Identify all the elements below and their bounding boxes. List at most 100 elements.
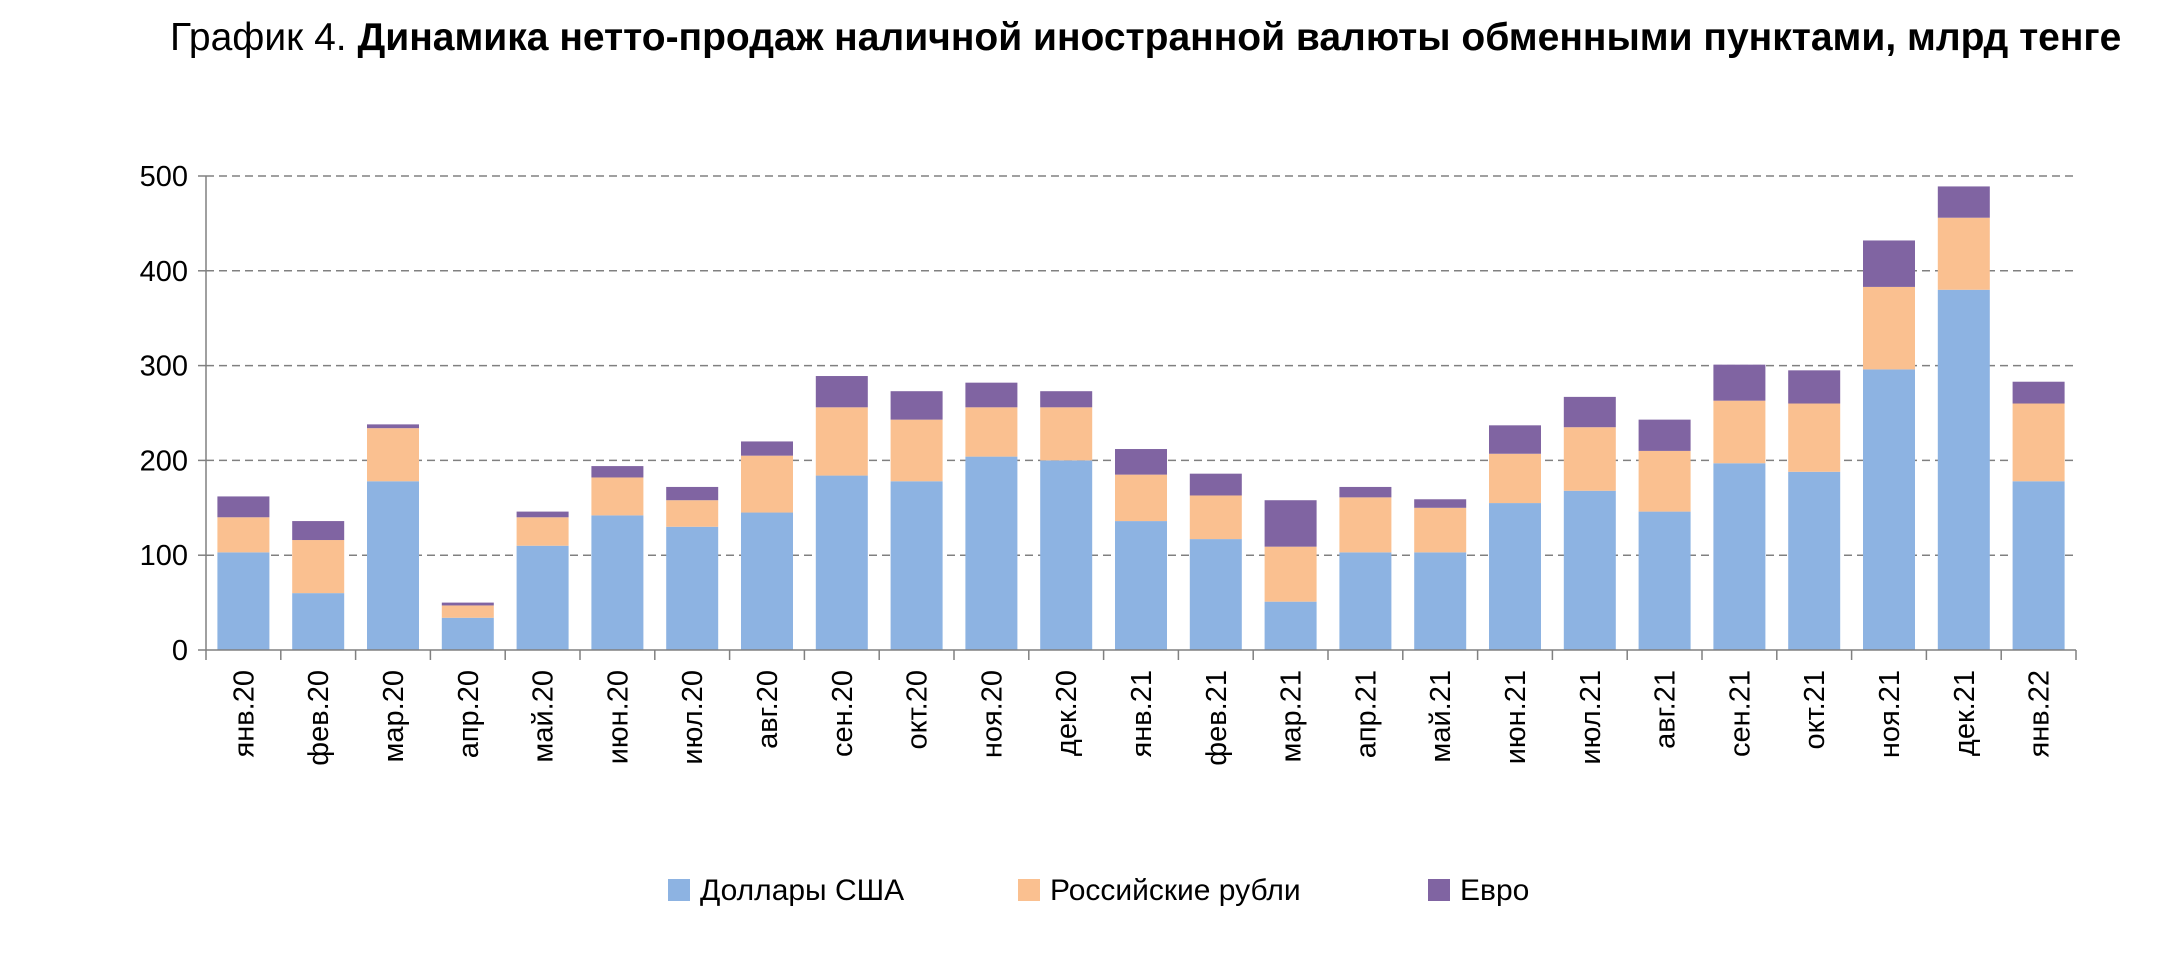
bar-segment xyxy=(441,605,494,618)
bar-segment xyxy=(1788,370,1841,404)
x-tick-label: дек.20 xyxy=(1051,670,1083,756)
bar-segment xyxy=(2012,381,2065,404)
bar-segment xyxy=(1863,240,1915,287)
legend-swatch xyxy=(668,879,690,901)
bar-segment xyxy=(1189,495,1242,540)
bar-segment xyxy=(1489,503,1541,650)
x-tick-label: июн.20 xyxy=(602,670,634,764)
bar-segment xyxy=(965,407,1018,457)
x-tick-label: окт.21 xyxy=(1799,670,1831,750)
bar-segment xyxy=(1040,407,1093,461)
x-tick-label: фев.21 xyxy=(1201,670,1233,766)
legend-label: Доллары США xyxy=(700,874,904,907)
bar-segment xyxy=(741,455,793,513)
x-tick-label: июл.20 xyxy=(677,670,709,765)
bar-segment xyxy=(217,517,270,553)
bar-segment xyxy=(1414,507,1467,553)
bar-segment xyxy=(1937,289,1990,650)
bar-segment xyxy=(217,496,270,518)
bar-segment xyxy=(890,391,943,420)
x-tick-label: авг.20 xyxy=(752,670,784,749)
bar-segment xyxy=(1937,217,1990,290)
bar-segment xyxy=(516,545,569,650)
x-tick-label: апр.20 xyxy=(453,670,485,758)
legend-swatch xyxy=(1018,879,1040,901)
bar-segment xyxy=(1863,286,1915,370)
bar-segment xyxy=(741,441,793,456)
x-tick-label: авг.21 xyxy=(1650,670,1682,749)
bar-segment xyxy=(1563,427,1616,491)
x-axis: янв.20 фев.20 мар.20 апр.20 май.20 июн.20 июл.… xyxy=(205,649,2077,766)
bar-segment xyxy=(890,481,943,650)
x-tick-label: май.21 xyxy=(1425,670,1457,763)
y-tick-label: 100 xyxy=(140,540,188,572)
bar-segment xyxy=(292,521,345,541)
bar-segment xyxy=(1489,425,1541,454)
bar-segment xyxy=(666,486,719,501)
bar-segment xyxy=(1115,521,1167,650)
y-tick-label: 0 xyxy=(172,635,188,667)
legend-swatch xyxy=(1428,879,1450,901)
stacked-bar-chart: 0 100 200 300 400 500 янв.20 фев.20 мар.20 апр.2… xyxy=(140,161,2077,907)
bar-segment xyxy=(965,456,1018,650)
bar-segment xyxy=(1713,463,1766,650)
bar-segment xyxy=(1638,419,1691,451)
bar-segment xyxy=(591,515,644,650)
bar-segment xyxy=(2012,403,2065,482)
bar-segment xyxy=(367,481,419,650)
y-tick-label: 200 xyxy=(140,445,188,477)
x-tick-label: сен.21 xyxy=(1724,670,1756,757)
bar-segment xyxy=(1713,400,1766,464)
bar-segment xyxy=(367,424,419,429)
bar-segment xyxy=(1339,497,1392,553)
chart-title-prefix: График 4. xyxy=(170,16,347,59)
bar-segment xyxy=(815,376,868,408)
bar-segment xyxy=(1339,552,1392,650)
bar-segment xyxy=(1115,474,1167,522)
bar-segment xyxy=(292,540,345,594)
bar-segment xyxy=(666,526,719,650)
y-tick-label: 500 xyxy=(140,161,188,193)
bar-segment xyxy=(1339,486,1392,498)
legend: Доллары США Российские рубли Евро xyxy=(668,874,1529,907)
x-tick-label: ноя.21 xyxy=(1874,670,1906,758)
x-tick-label: фев.20 xyxy=(303,670,335,766)
bar-segment xyxy=(1638,511,1691,650)
bar-segment xyxy=(890,419,943,482)
bar-segment xyxy=(1264,500,1317,547)
bars xyxy=(217,186,2065,650)
x-tick-label: апр.21 xyxy=(1350,670,1382,758)
y-axis: 0 100 200 300 400 500 xyxy=(140,161,207,667)
bar-segment xyxy=(815,475,868,650)
bar-segment xyxy=(965,382,1018,408)
x-tick-label: май.20 xyxy=(528,670,560,763)
bar-segment xyxy=(1189,473,1242,496)
x-tick-label: июн.21 xyxy=(1500,670,1532,764)
bar-segment xyxy=(441,617,494,650)
bar-segment xyxy=(1264,546,1317,602)
bar-segment xyxy=(441,602,494,606)
bar-segment xyxy=(1115,449,1167,475)
chart-title: График 4. Динамика нетто-продаж наличной… xyxy=(10,6,2130,70)
x-tick-label: сен.20 xyxy=(827,670,859,757)
legend-label: Российские рубли xyxy=(1050,874,1301,907)
bar-segment xyxy=(1937,186,1990,218)
x-tick-label: мар.21 xyxy=(1276,670,1308,763)
x-tick-label: мар.20 xyxy=(378,670,410,763)
bar-segment xyxy=(1040,391,1093,408)
y-tick-label: 400 xyxy=(140,256,188,288)
x-tick-label: дек.21 xyxy=(1949,670,1981,756)
bar-segment xyxy=(367,428,419,482)
bar-segment xyxy=(591,477,644,516)
bar-segment xyxy=(292,593,345,650)
bar-segment xyxy=(1638,450,1691,512)
bar-segment xyxy=(516,517,569,546)
bar-segment xyxy=(1489,453,1541,504)
bar-segment xyxy=(1788,403,1841,472)
bar-segment xyxy=(1563,490,1616,650)
legend-label: Евро xyxy=(1460,874,1529,907)
bar-segment xyxy=(1713,364,1766,401)
bar-segment xyxy=(217,552,270,650)
bar-segment xyxy=(1414,552,1467,650)
y-tick-label: 300 xyxy=(140,351,188,383)
